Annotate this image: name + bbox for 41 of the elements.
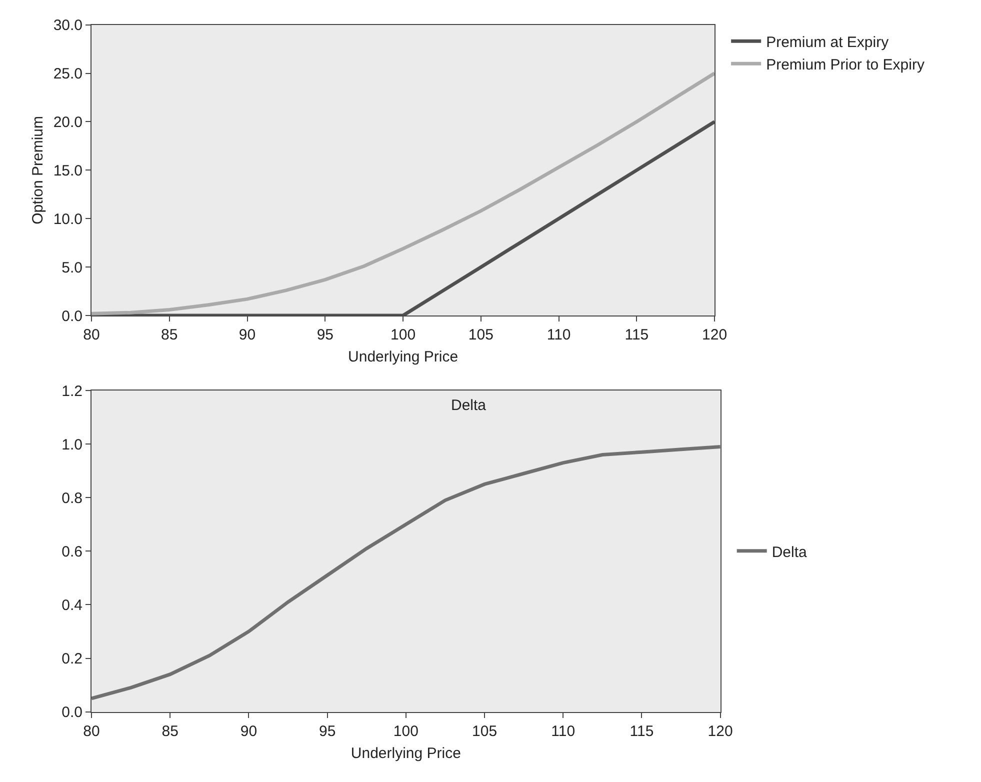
x-tick-label: 100: [393, 722, 418, 740]
y-tick-label: 15.0: [53, 162, 83, 180]
y-tick-label: 0.4: [62, 596, 83, 614]
x-tick-label: 110: [551, 722, 576, 740]
y-tick-label: 0.6: [62, 543, 83, 560]
x-tick-label: 100: [390, 326, 416, 344]
x-tick-label: 110: [546, 326, 571, 344]
y-tick-label: 10.0: [53, 210, 83, 228]
text: Delta: [451, 397, 487, 414]
y-tick-label: 0.2: [62, 650, 83, 668]
x-tick-label: 120: [702, 326, 728, 344]
x-tick-label: 120: [708, 722, 733, 740]
x-axis-title: Underlying Price: [348, 348, 458, 366]
y-tick-label: 1.2: [62, 382, 83, 400]
x-tick-label: 95: [318, 722, 336, 740]
y-tick-label: 5.0: [62, 259, 83, 276]
x-tick-label: 115: [624, 326, 649, 344]
y-tick-label: 0.0: [62, 308, 83, 325]
line-series: [92, 72, 715, 316]
x-tick-label: 85: [161, 326, 178, 344]
x-tick-label: 90: [240, 722, 258, 740]
x-tick-label: 95: [316, 326, 334, 344]
x-tick-label: 115: [630, 722, 654, 740]
y-tick-label: 1.0: [62, 436, 83, 454]
x-tick-label: 90: [238, 326, 256, 344]
legend-label: Premium Prior to Expiry: [766, 56, 925, 74]
y-tick-label: 25.0: [53, 66, 83, 83]
x-tick-label: 85: [162, 722, 178, 740]
legend-label: Delta: [772, 544, 808, 561]
y-axis-title: Option Premium: [30, 116, 47, 224]
x-tick-label: 80: [83, 326, 100, 344]
x-tick-label: 80: [83, 722, 100, 740]
x-axis-title: Underlying Price: [350, 744, 461, 762]
y-tick-label: 0.0: [62, 704, 83, 722]
x-tick-label: 105: [472, 722, 498, 740]
x-tick-label: 105: [468, 326, 494, 344]
y-tick-label: 0.8: [62, 490, 83, 507]
y-tick-label: 30.0: [53, 17, 83, 34]
line-series: [92, 444, 720, 700]
y-tick-label: 20.0: [53, 114, 83, 131]
legend-label: Premium at Expiry: [766, 34, 890, 51]
